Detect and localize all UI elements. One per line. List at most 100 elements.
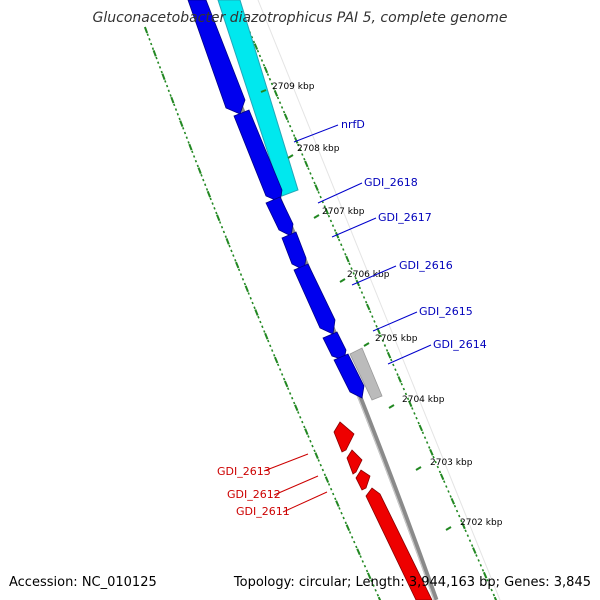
- track-tick: [386, 351, 392, 359]
- track-tick: [334, 497, 337, 501]
- track-tick: [327, 483, 331, 486]
- track-tick: [311, 176, 314, 180]
- accession-label: Accession: NC_010125: [9, 575, 157, 590]
- track-tick: [429, 448, 434, 456]
- track-tick: [314, 184, 319, 192]
- track-tick: [257, 315, 260, 319]
- track-tick: [317, 191, 320, 194]
- track-tick: [253, 306, 256, 310]
- kbp-tick-2702: [445, 526, 452, 531]
- track-tick: [282, 110, 286, 114]
- leader-gdi-2611: [282, 491, 328, 513]
- track-tick: [353, 540, 356, 544]
- track-tick: [458, 514, 461, 518]
- track-tick: [164, 80, 167, 83]
- track-tick: [361, 560, 364, 563]
- kbp-label-2703: 2703 kbp: [430, 458, 473, 468]
- track-tick: [288, 392, 292, 395]
- label-nrfd: nrfD: [341, 118, 365, 131]
- track-tick: [263, 330, 266, 333]
- track-tick: [450, 497, 456, 505]
- track-tick: [286, 387, 290, 391]
- reverse-genes: [333, 421, 433, 600]
- track-tick: [379, 334, 382, 338]
- track-tick: [317, 459, 320, 462]
- track-tick: [160, 70, 163, 74]
- track-tick: [363, 564, 367, 568]
- track-tick: [290, 129, 294, 133]
- forward-gene-leaders: [293, 124, 432, 365]
- kbp-label-2707: 2707 kbp: [322, 207, 365, 217]
- track-tick: [481, 568, 485, 572]
- track-tick: [482, 571, 488, 579]
- leader-gdi-2612: [273, 475, 319, 496]
- track-tick: [365, 303, 371, 311]
- label-gdi-2611: GDI_2611: [236, 505, 290, 518]
- track-tick: [345, 524, 351, 532]
- track-tick: [397, 376, 402, 383]
- track-tick: [148, 38, 151, 41]
- track-tick: [396, 373, 399, 376]
- kbp-label-2705: 2705 kbp: [375, 334, 418, 344]
- label-gdi-2617: GDI_2617: [378, 211, 432, 224]
- track-tick: [475, 554, 478, 557]
- gene-blue-7: [333, 353, 365, 399]
- gene-red-1: [333, 421, 355, 453]
- label-gdi-2616: GDI_2616: [399, 259, 453, 272]
- track-tick: [344, 252, 347, 256]
- gene-blue-1: [187, 0, 246, 115]
- track-tick: [169, 94, 172, 97]
- gene-blue-2: [233, 109, 283, 203]
- track-tick: [243, 282, 247, 286]
- track-tick: [464, 529, 467, 533]
- track-tick: [369, 310, 372, 314]
- track-tick: [421, 431, 425, 435]
- track-tick: [167, 89, 170, 93]
- track-tick: [301, 153, 304, 156]
- track-tick: [355, 545, 358, 549]
- track-tick: [299, 148, 302, 152]
- track-tick: [428, 446, 431, 449]
- track-tick: [283, 113, 289, 121]
- track-tick: [490, 588, 493, 592]
- track-tick: [348, 531, 352, 534]
- track-tick: [213, 207, 216, 210]
- track-tick: [335, 500, 340, 507]
- track-tick: [313, 449, 316, 453]
- track-tick: [178, 117, 181, 121]
- gene-blue-5: [293, 263, 336, 335]
- track-tick: [413, 412, 416, 415]
- kbp-tick-2707: [313, 214, 320, 219]
- track-tick: [152, 50, 157, 57]
- label-gdi-2613: GDI_2613: [217, 465, 271, 478]
- track-tick: [288, 124, 292, 128]
- gene-blue-6: [322, 331, 347, 361]
- kbp-tick-2708: [287, 154, 294, 159]
- track-tick: [425, 441, 429, 444]
- kbp-tick-labels: 2709 kbp 2708 kbp 2707 kbp 2706 kbp 2705…: [272, 82, 503, 528]
- track-tick: [182, 127, 185, 130]
- track-tick: [258, 54, 262, 58]
- track-tick: [488, 583, 491, 587]
- track-tick: [376, 593, 380, 597]
- track-tick: [439, 473, 445, 481]
- track-tick: [155, 56, 158, 60]
- track-tick: [358, 286, 362, 290]
- track-tick: [297, 143, 300, 147]
- kbp-label-2702: 2702 kbp: [460, 518, 503, 528]
- track-tick: [377, 596, 382, 600]
- track-tick: [406, 397, 410, 401]
- track-tick: [303, 157, 306, 161]
- track-tick: [211, 202, 214, 205]
- track-tick: [244, 285, 249, 293]
- track-tick: [350, 267, 353, 270]
- track-tick: [434, 460, 437, 464]
- track-tick: [492, 593, 496, 597]
- track-tick: [443, 480, 446, 484]
- track-tick: [267, 339, 270, 343]
- track-tick: [345, 255, 350, 263]
- track-tick: [402, 387, 406, 391]
- track-tick: [261, 325, 264, 329]
- track-tick: [417, 421, 420, 425]
- track-tick: [161, 73, 166, 81]
